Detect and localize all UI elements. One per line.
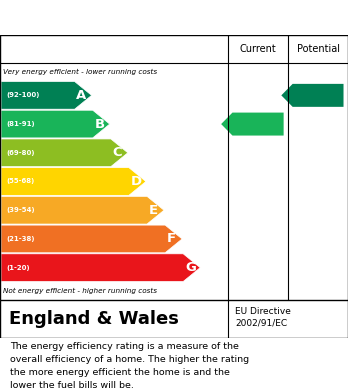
- Text: (55-68): (55-68): [6, 179, 34, 185]
- Polygon shape: [281, 84, 343, 107]
- Text: G: G: [185, 261, 196, 274]
- Text: 92: 92: [313, 89, 331, 102]
- Polygon shape: [1, 139, 128, 167]
- Polygon shape: [1, 254, 200, 282]
- Text: England & Wales: England & Wales: [9, 310, 179, 328]
- Text: F: F: [167, 232, 176, 246]
- Text: 82: 82: [252, 118, 271, 131]
- Text: B: B: [95, 118, 105, 131]
- Polygon shape: [1, 110, 110, 138]
- Polygon shape: [1, 82, 92, 109]
- Text: C: C: [113, 146, 122, 159]
- Text: E: E: [149, 204, 158, 217]
- Text: Not energy efficient - higher running costs: Not energy efficient - higher running co…: [3, 288, 158, 294]
- Text: D: D: [131, 175, 142, 188]
- Text: The energy efficiency rating is a measure of the
overall efficiency of a home. T: The energy efficiency rating is a measur…: [10, 342, 250, 390]
- Text: Very energy efficient - lower running costs: Very energy efficient - lower running co…: [3, 69, 158, 75]
- Text: EU Directive
2002/91/EC: EU Directive 2002/91/EC: [235, 307, 291, 328]
- Text: A: A: [77, 89, 87, 102]
- Text: (69-80): (69-80): [6, 150, 35, 156]
- Polygon shape: [221, 113, 284, 136]
- Polygon shape: [1, 196, 164, 224]
- Text: (39-54): (39-54): [6, 207, 35, 213]
- Polygon shape: [1, 225, 182, 253]
- Text: (92-100): (92-100): [6, 92, 40, 99]
- Text: Potential: Potential: [296, 44, 340, 54]
- Text: Energy Efficiency Rating: Energy Efficiency Rating: [10, 11, 232, 26]
- Text: (81-91): (81-91): [6, 121, 35, 127]
- Text: Current: Current: [240, 44, 276, 54]
- Polygon shape: [1, 168, 146, 196]
- Text: (21-38): (21-38): [6, 236, 35, 242]
- Text: (1-20): (1-20): [6, 265, 30, 271]
